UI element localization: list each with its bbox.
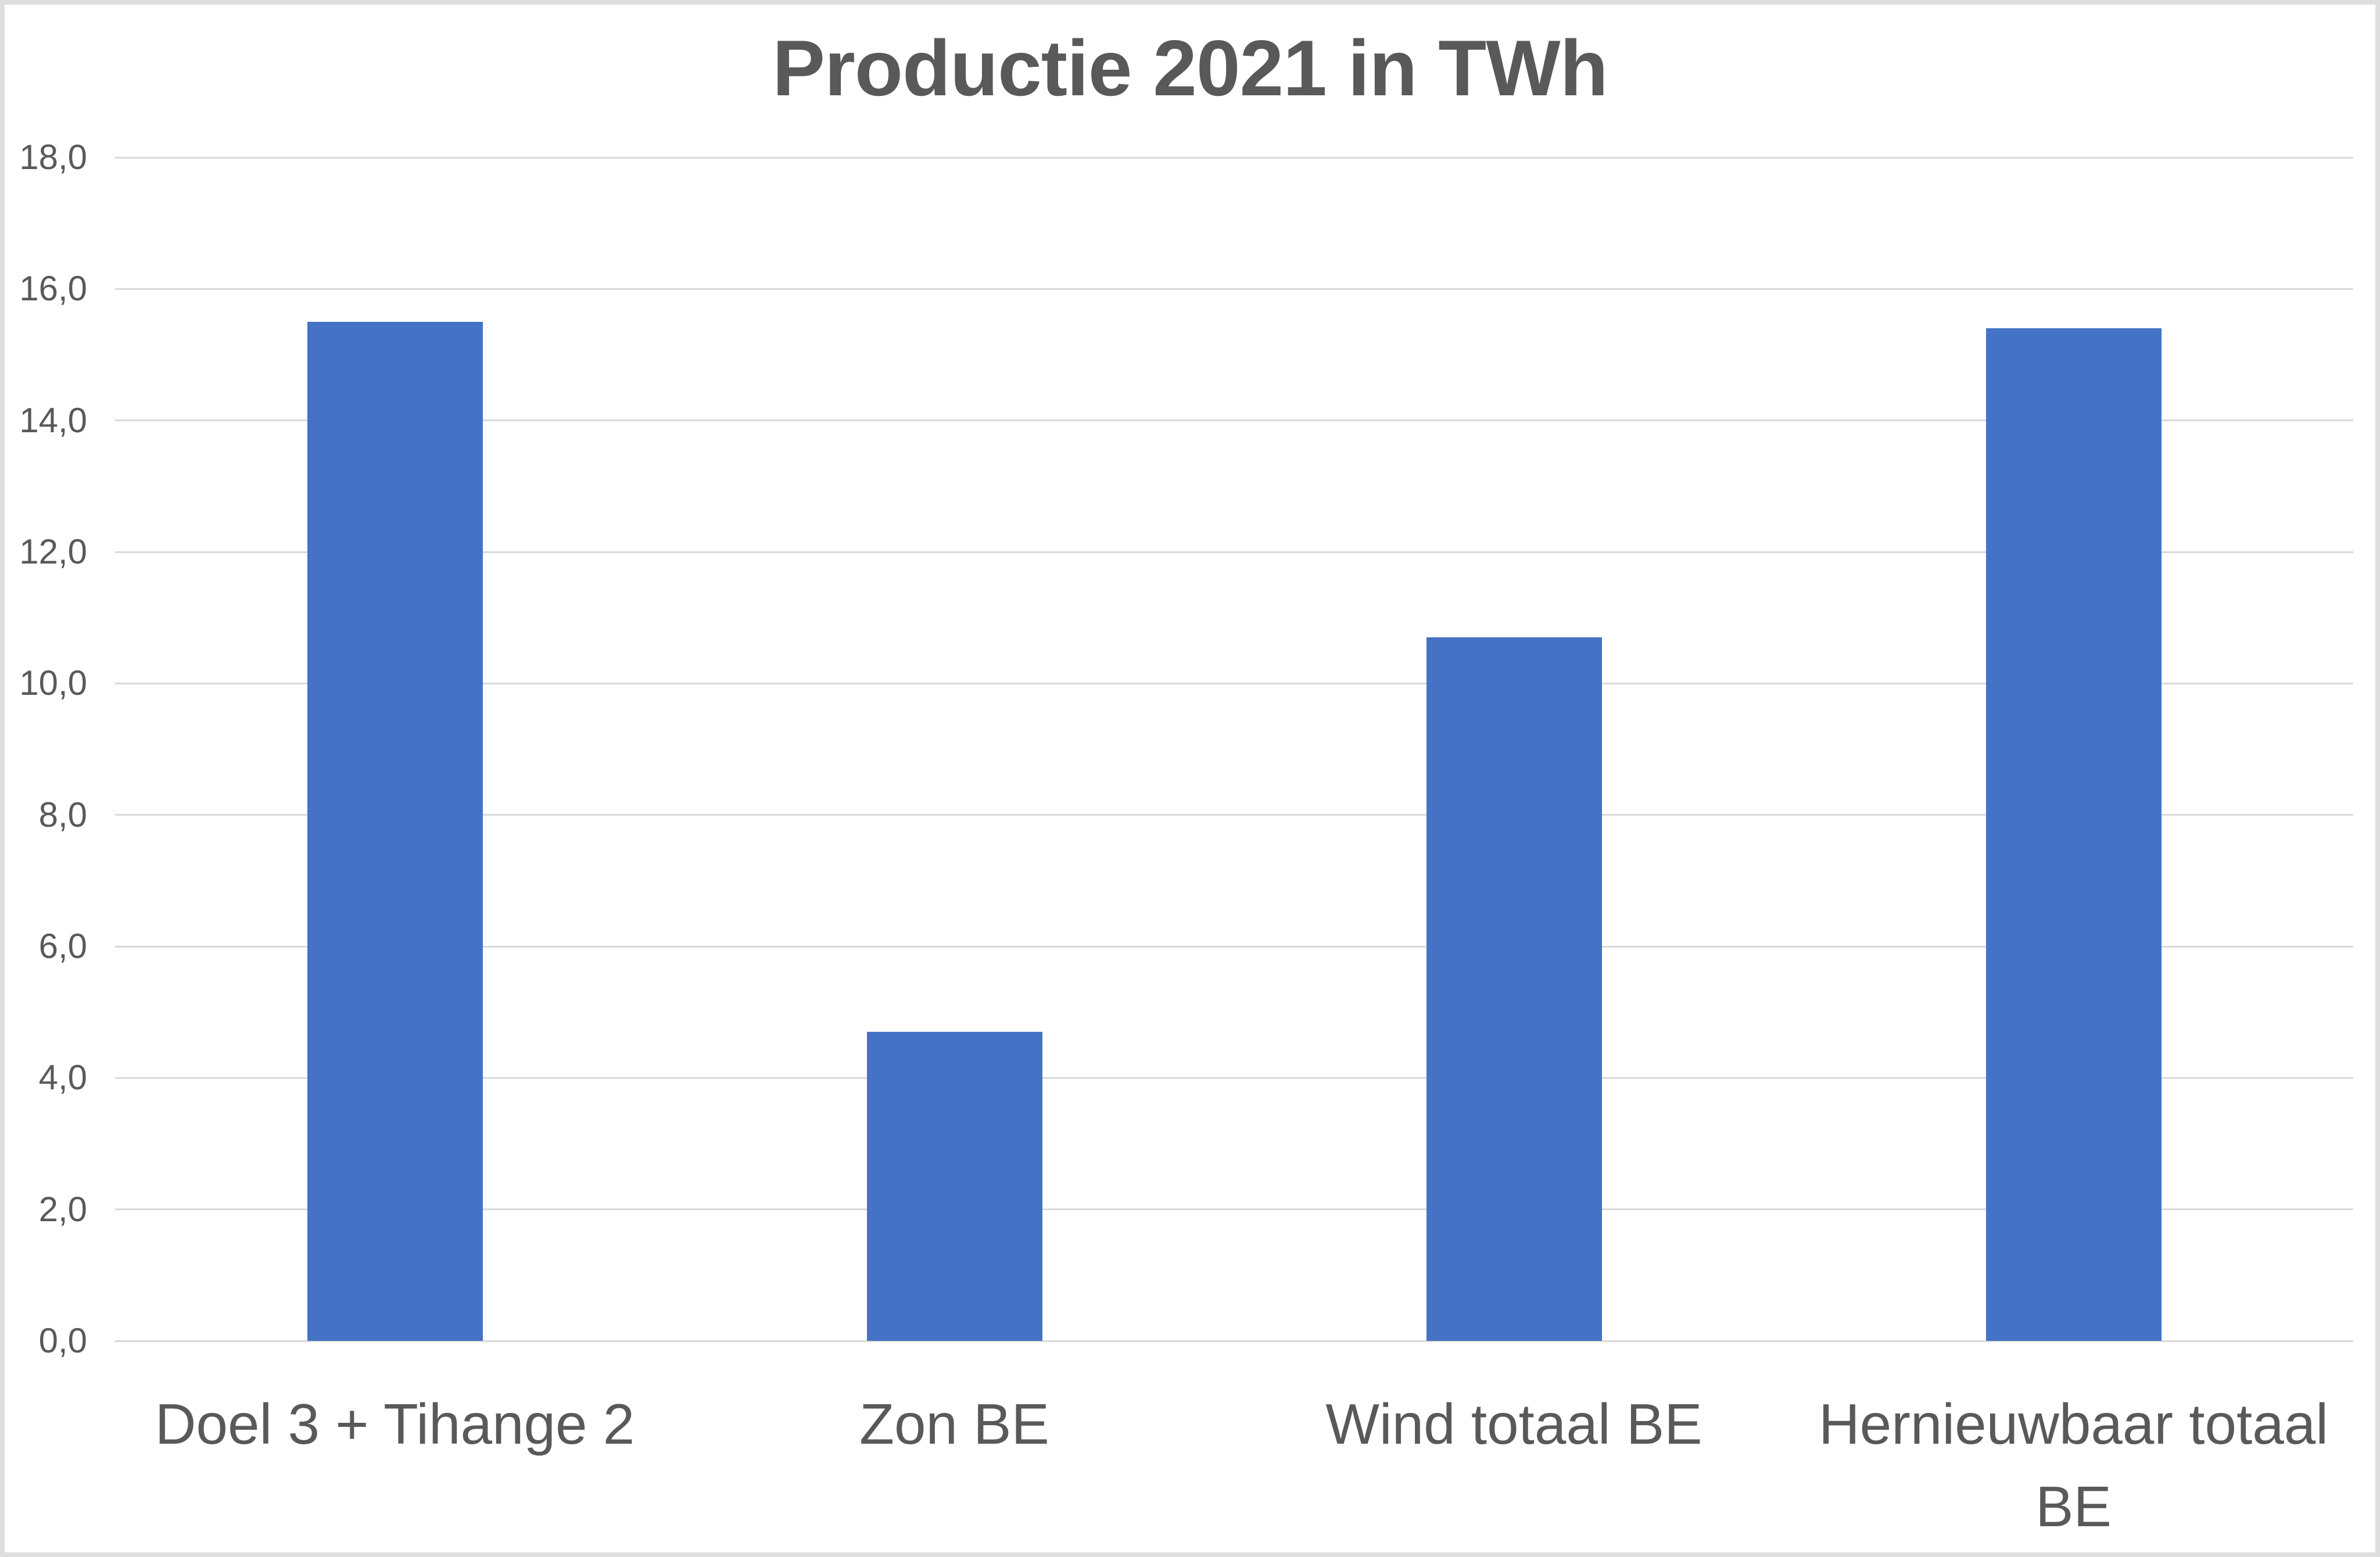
gridline [115,945,2353,948]
y-tick-label: 4,0 [38,1058,87,1097]
y-tick-label: 8,0 [38,795,87,834]
bar-2 [866,1032,1042,1341]
x-category-label: Wind totaal BE [1325,1392,1702,1456]
bar-3 [1426,637,1602,1341]
gridline [115,288,2353,290]
x-category-label: Doel 3 + Tihange 2 [155,1392,635,1456]
gridline [115,419,2353,422]
y-tick-label: 10,0 [19,663,87,703]
gridline [115,1340,2353,1342]
y-tick-label: 12,0 [19,532,87,571]
bar-1 [307,321,483,1341]
gridline [115,814,2353,816]
y-tick-label: 14,0 [19,400,87,440]
gridline [115,1077,2353,1079]
plot-area [115,156,2353,1342]
bar-4 [1985,328,2162,1341]
y-tick-label: 18,0 [19,138,87,177]
x-category-label: Zon BE [859,1392,1049,1456]
gridline [115,682,2353,684]
x-category-label: Hernieuwbaar totaal BE [1818,1392,2329,1539]
y-tick-label: 6,0 [38,927,87,966]
y-tick-label: 2,0 [38,1189,87,1229]
gridline [115,1208,2353,1211]
y-tick-label: 16,0 [19,269,87,308]
chart-title: Productie 2021 in TWh [772,24,1608,112]
y-tick-label: 0,0 [38,1321,87,1360]
gridline [115,551,2353,553]
gridline [115,156,2353,159]
